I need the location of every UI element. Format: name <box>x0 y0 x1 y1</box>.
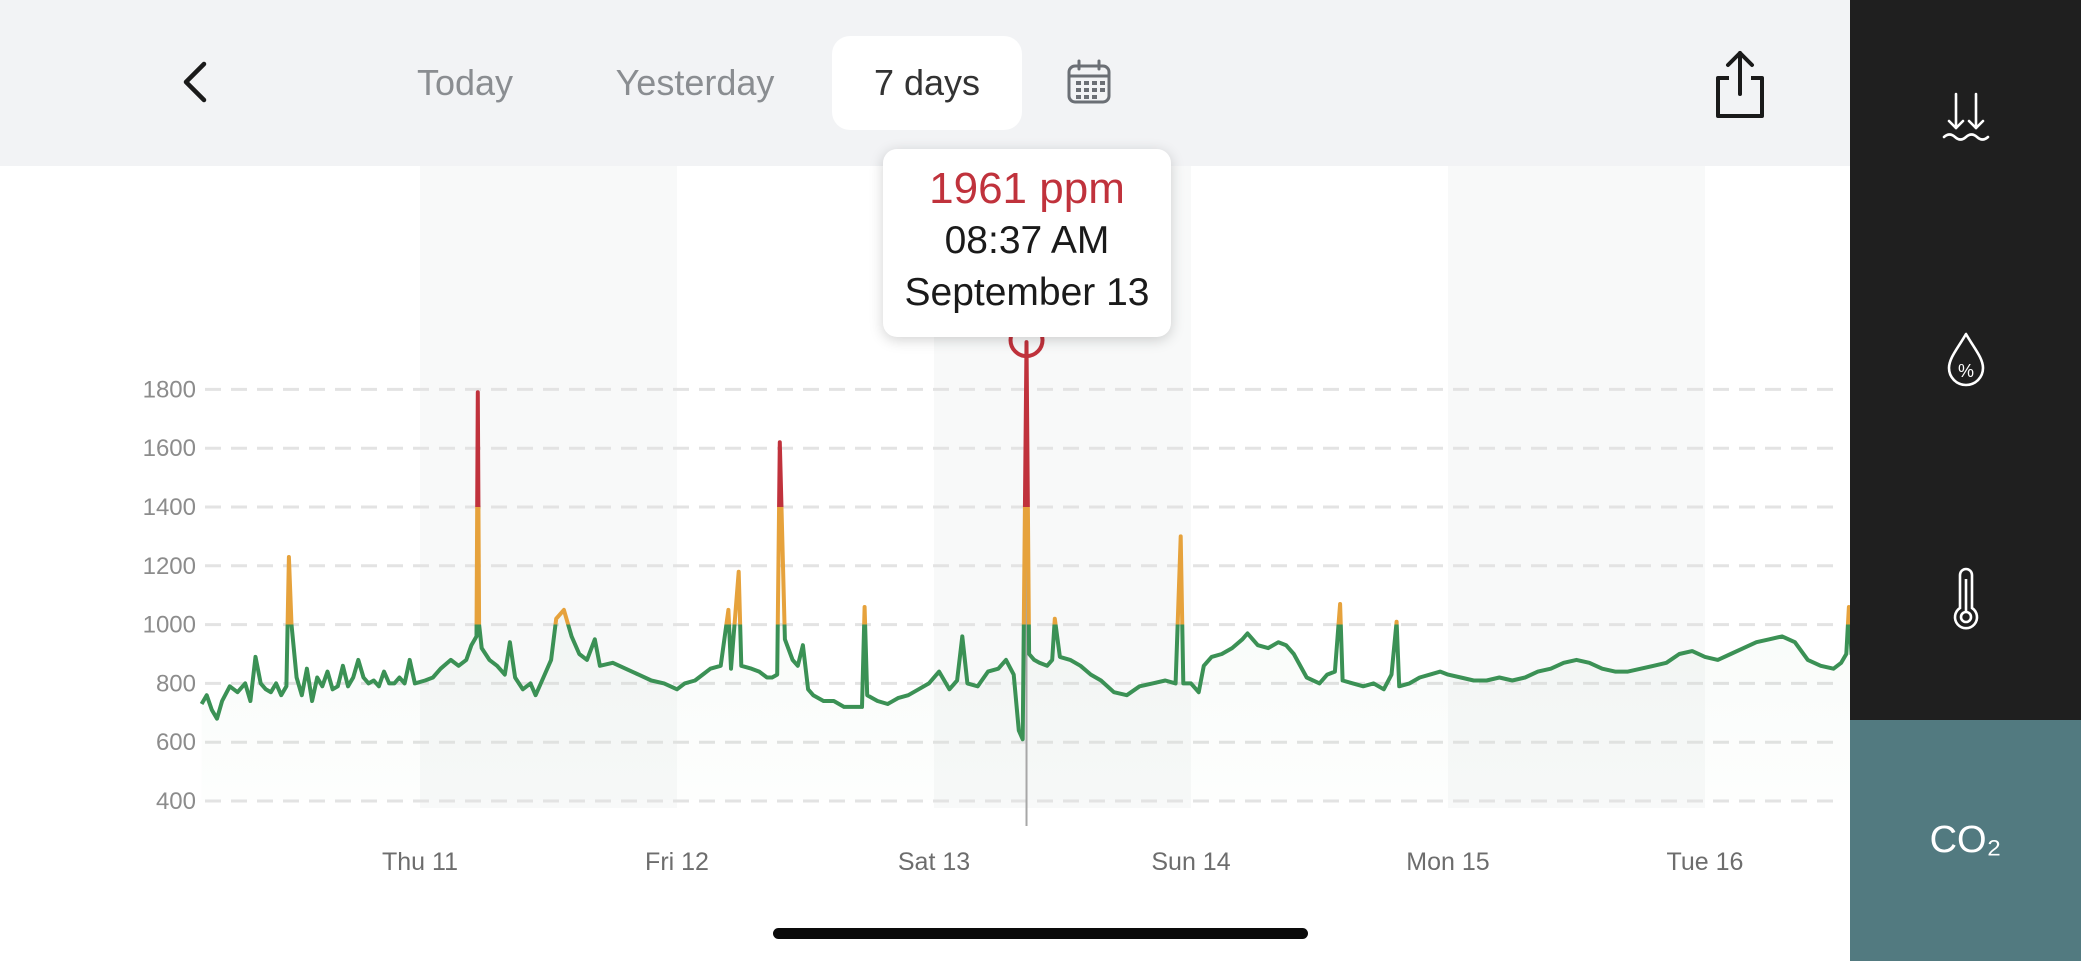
y-tick-label: 1000 <box>143 612 196 639</box>
chevron-left-icon <box>183 61 207 103</box>
x-tick-label: Sat 13 <box>898 848 970 876</box>
x-tick-label: Mon 15 <box>1406 848 1489 876</box>
calendar-button[interactable] <box>1064 58 1114 108</box>
y-axis-ticks: 400 600 800 1000 1200 1400 1600 1800 <box>143 376 196 815</box>
tooltip-time: 08:37 AM <box>944 219 1110 262</box>
back-button[interactable] <box>175 57 215 107</box>
co2-chart: 400 600 800 1000 1200 1400 1600 1800 Thu 11 Fri … <box>142 322 1850 876</box>
y-tick-label: 1600 <box>143 435 196 462</box>
top-navigation-bar: Today Yesterday 7 days <box>0 0 1850 166</box>
tab-yesterday[interactable]: Yesterday <box>615 62 775 103</box>
tooltip-value: 1961 ppm <box>929 164 1125 213</box>
svg-text:%: % <box>1957 361 1973 381</box>
home-indicator <box>773 928 1308 939</box>
y-tick-label: 1200 <box>143 553 196 580</box>
tooltip-date: September 13 <box>904 271 1150 314</box>
y-tick-label: 1400 <box>143 494 196 521</box>
metric-sidebar: % CO₂ <box>1850 0 2081 961</box>
y-tick-label: 400 <box>156 788 196 815</box>
pressure-icon <box>1942 92 1989 141</box>
x-tick-label: Fri 12 <box>645 848 709 876</box>
humidity-icon: % <box>1947 332 1984 387</box>
thermometer-icon <box>1953 567 1978 630</box>
series-line <box>199 340 1850 742</box>
y-tick-label: 1800 <box>143 376 196 403</box>
share-button[interactable] <box>1710 48 1770 120</box>
sidebar-item-pressure[interactable] <box>1850 0 2081 240</box>
x-tick-label: Thu 11 <box>382 848 458 876</box>
x-axis-ticks: Thu 11 Fri 12 Sat 13 Sun 14 Mon 15 Tue 16 <box>382 848 1743 876</box>
sidebar-item-co2[interactable]: CO₂ <box>1850 720 2081 961</box>
share-icon <box>1716 51 1764 118</box>
x-tick-label: Sun 14 <box>1151 848 1230 876</box>
tooltip: 1961 ppm 08:37 AM September 13 <box>883 149 1171 337</box>
sidebar-item-temperature[interactable] <box>1850 480 2081 720</box>
tab-7-days[interactable]: 7 days <box>832 36 1022 130</box>
y-tick-label: 600 <box>156 729 196 756</box>
tab-today[interactable]: Today <box>416 62 514 103</box>
calendar-icon <box>1067 59 1111 104</box>
x-tick-label: Tue 16 <box>1667 848 1744 876</box>
y-tick-label: 800 <box>156 670 196 697</box>
sidebar-item-humidity[interactable]: % <box>1850 240 2081 480</box>
